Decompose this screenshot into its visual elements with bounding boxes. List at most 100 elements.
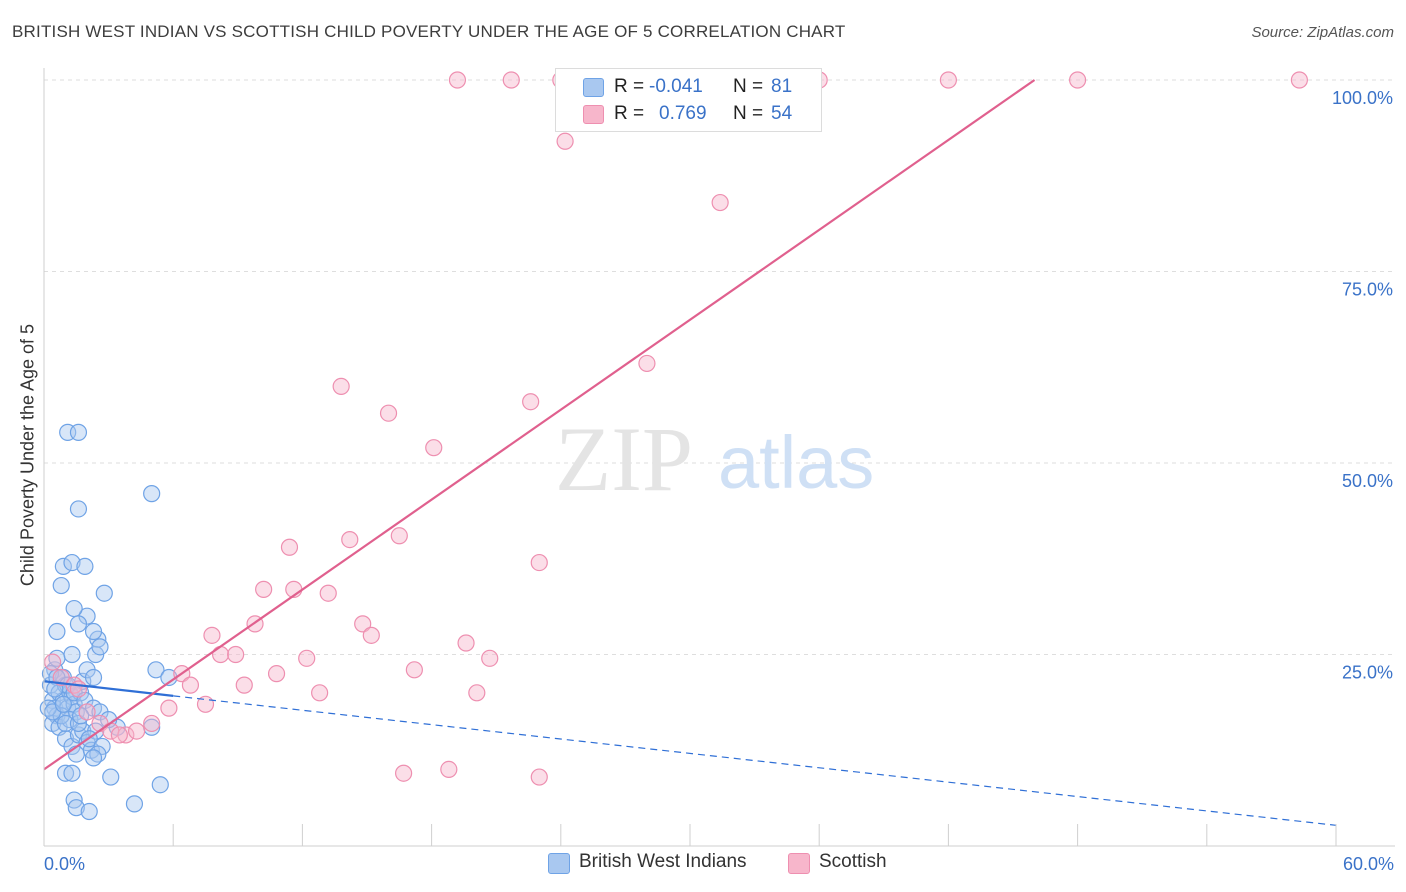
data-point-british-west-indians xyxy=(84,749,103,767)
legend-row-british-west-indians: R = -0.041 N = 81 xyxy=(556,74,821,100)
trend-line-scottish xyxy=(43,79,1036,771)
data-point-scottish xyxy=(530,768,548,786)
y-tick-label: 50.0% xyxy=(1342,471,1393,491)
data-point-british-west-indians xyxy=(80,802,98,821)
bottom-legend-scottish: Scottish xyxy=(819,851,887,872)
correlation-legend: R = -0.041 N = 81 R = 0.769 N = 54 xyxy=(555,68,822,132)
bottom-legend-british-west-indians: British West Indians xyxy=(579,851,747,872)
data-point-british-west-indians xyxy=(84,622,103,641)
trend-layer xyxy=(43,79,1337,826)
data-point-scottish xyxy=(143,714,161,733)
watermark-atlas: atlas xyxy=(718,421,874,504)
data-point-scottish xyxy=(181,676,200,694)
legend-r-label: R = xyxy=(614,76,645,97)
data-point-british-west-indians xyxy=(102,768,120,786)
data-point-scottish xyxy=(638,354,656,373)
data-point-scottish xyxy=(267,665,286,683)
data-point-scottish xyxy=(211,645,230,664)
data-point-british-west-indians xyxy=(54,557,72,576)
data-point-scottish xyxy=(522,393,540,411)
data-point-british-west-indians xyxy=(151,776,169,794)
data-point-scottish xyxy=(1068,71,1087,89)
data-point-scottish xyxy=(425,439,443,457)
data-point-scottish xyxy=(52,668,70,687)
legend-swatch xyxy=(583,105,604,124)
x-tick-label: 60.0% xyxy=(1343,854,1394,874)
data-point-british-west-indians xyxy=(76,557,94,576)
points-layer xyxy=(39,71,1308,821)
data-point-scottish xyxy=(481,649,499,667)
data-point-scottish xyxy=(319,584,337,602)
data-point-scottish xyxy=(127,722,146,740)
data-point-scottish xyxy=(395,764,413,782)
data-point-scottish xyxy=(44,653,62,671)
legend-n-label: N = xyxy=(733,103,764,124)
data-point-scottish xyxy=(468,684,486,702)
data-point-british-west-indians xyxy=(52,576,70,595)
data-point-scottish xyxy=(227,645,245,664)
data-point-scottish xyxy=(362,626,380,644)
trend-line-british-west-indians-extension xyxy=(173,695,1337,826)
y-tick-label: 100.0% xyxy=(1332,88,1393,108)
data-point-british-west-indians xyxy=(69,500,88,518)
chart-title: BRITISH WEST INDIAN VS SCOTTISH CHILD PO… xyxy=(12,22,846,41)
legend-n-value: 54 xyxy=(771,103,793,124)
data-point-british-west-indians xyxy=(69,423,88,441)
data-point-scottish xyxy=(502,71,520,89)
data-point-scottish xyxy=(939,71,958,89)
data-point-scottish xyxy=(440,760,458,779)
legend-r-value: 0.769 xyxy=(659,103,707,124)
y-tick-label: 25.0% xyxy=(1342,663,1393,683)
grid-layer xyxy=(44,79,1395,655)
data-point-scottish xyxy=(390,527,408,545)
data-point-scottish xyxy=(110,726,128,744)
data-point-scottish xyxy=(298,649,316,667)
data-point-scottish xyxy=(457,634,475,652)
bottom-legend-swatch-british-west-indians xyxy=(548,853,570,874)
legend-row-scottish: R = 0.769 N = 54 xyxy=(556,101,821,127)
data-point-british-west-indians xyxy=(84,668,103,687)
data-point-british-west-indians xyxy=(56,714,75,733)
data-point-british-west-indians xyxy=(91,638,109,656)
data-point-scottish xyxy=(354,615,372,633)
bottom-legend-swatch-scottish xyxy=(788,853,810,874)
data-point-scottish xyxy=(117,726,135,744)
data-point-scottish xyxy=(203,626,221,644)
data-point-scottish xyxy=(280,538,299,556)
legend-n-label: N = xyxy=(733,76,764,97)
data-point-british-west-indians xyxy=(67,799,85,817)
data-point-british-west-indians xyxy=(143,485,161,503)
data-point-scottish xyxy=(1290,71,1308,89)
data-point-british-west-indians xyxy=(54,695,72,713)
data-point-scottish xyxy=(255,580,273,598)
data-point-scottish xyxy=(69,680,88,698)
watermark: ZIP atlas xyxy=(555,408,874,510)
x-tick-label: 0.0% xyxy=(44,854,85,874)
chart-source: Source: ZipAtlas.com xyxy=(1251,24,1394,41)
watermark-zip: ZIP xyxy=(555,408,693,510)
data-point-british-west-indians xyxy=(125,795,144,813)
data-point-scottish xyxy=(78,703,96,721)
data-point-british-west-indians xyxy=(56,764,75,782)
data-point-british-west-indians xyxy=(69,615,88,633)
data-point-british-west-indians xyxy=(147,661,165,679)
data-point-scottish xyxy=(379,404,398,422)
data-point-scottish xyxy=(405,661,423,679)
data-point-british-west-indians xyxy=(95,584,113,602)
data-point-scottish xyxy=(311,684,329,702)
axis-layer: 25.0% 50.0% 75.0% 100.0% 0.0% 60.0% xyxy=(43,68,1395,874)
data-point-scottish xyxy=(341,530,359,549)
legend-r-value: -0.041 xyxy=(649,76,703,97)
data-point-british-west-indians xyxy=(63,645,81,664)
legend-swatch xyxy=(583,78,604,97)
data-point-british-west-indians xyxy=(48,622,66,641)
data-point-scottish xyxy=(448,71,467,89)
legend-r-label: R = xyxy=(614,103,645,124)
data-point-british-west-indians xyxy=(63,553,81,572)
y-tick-label: 75.0% xyxy=(1342,280,1393,300)
data-point-scottish xyxy=(160,699,178,717)
data-point-british-west-indians xyxy=(65,599,83,618)
data-point-scottish xyxy=(711,193,729,212)
data-point-british-west-indians xyxy=(63,764,81,782)
